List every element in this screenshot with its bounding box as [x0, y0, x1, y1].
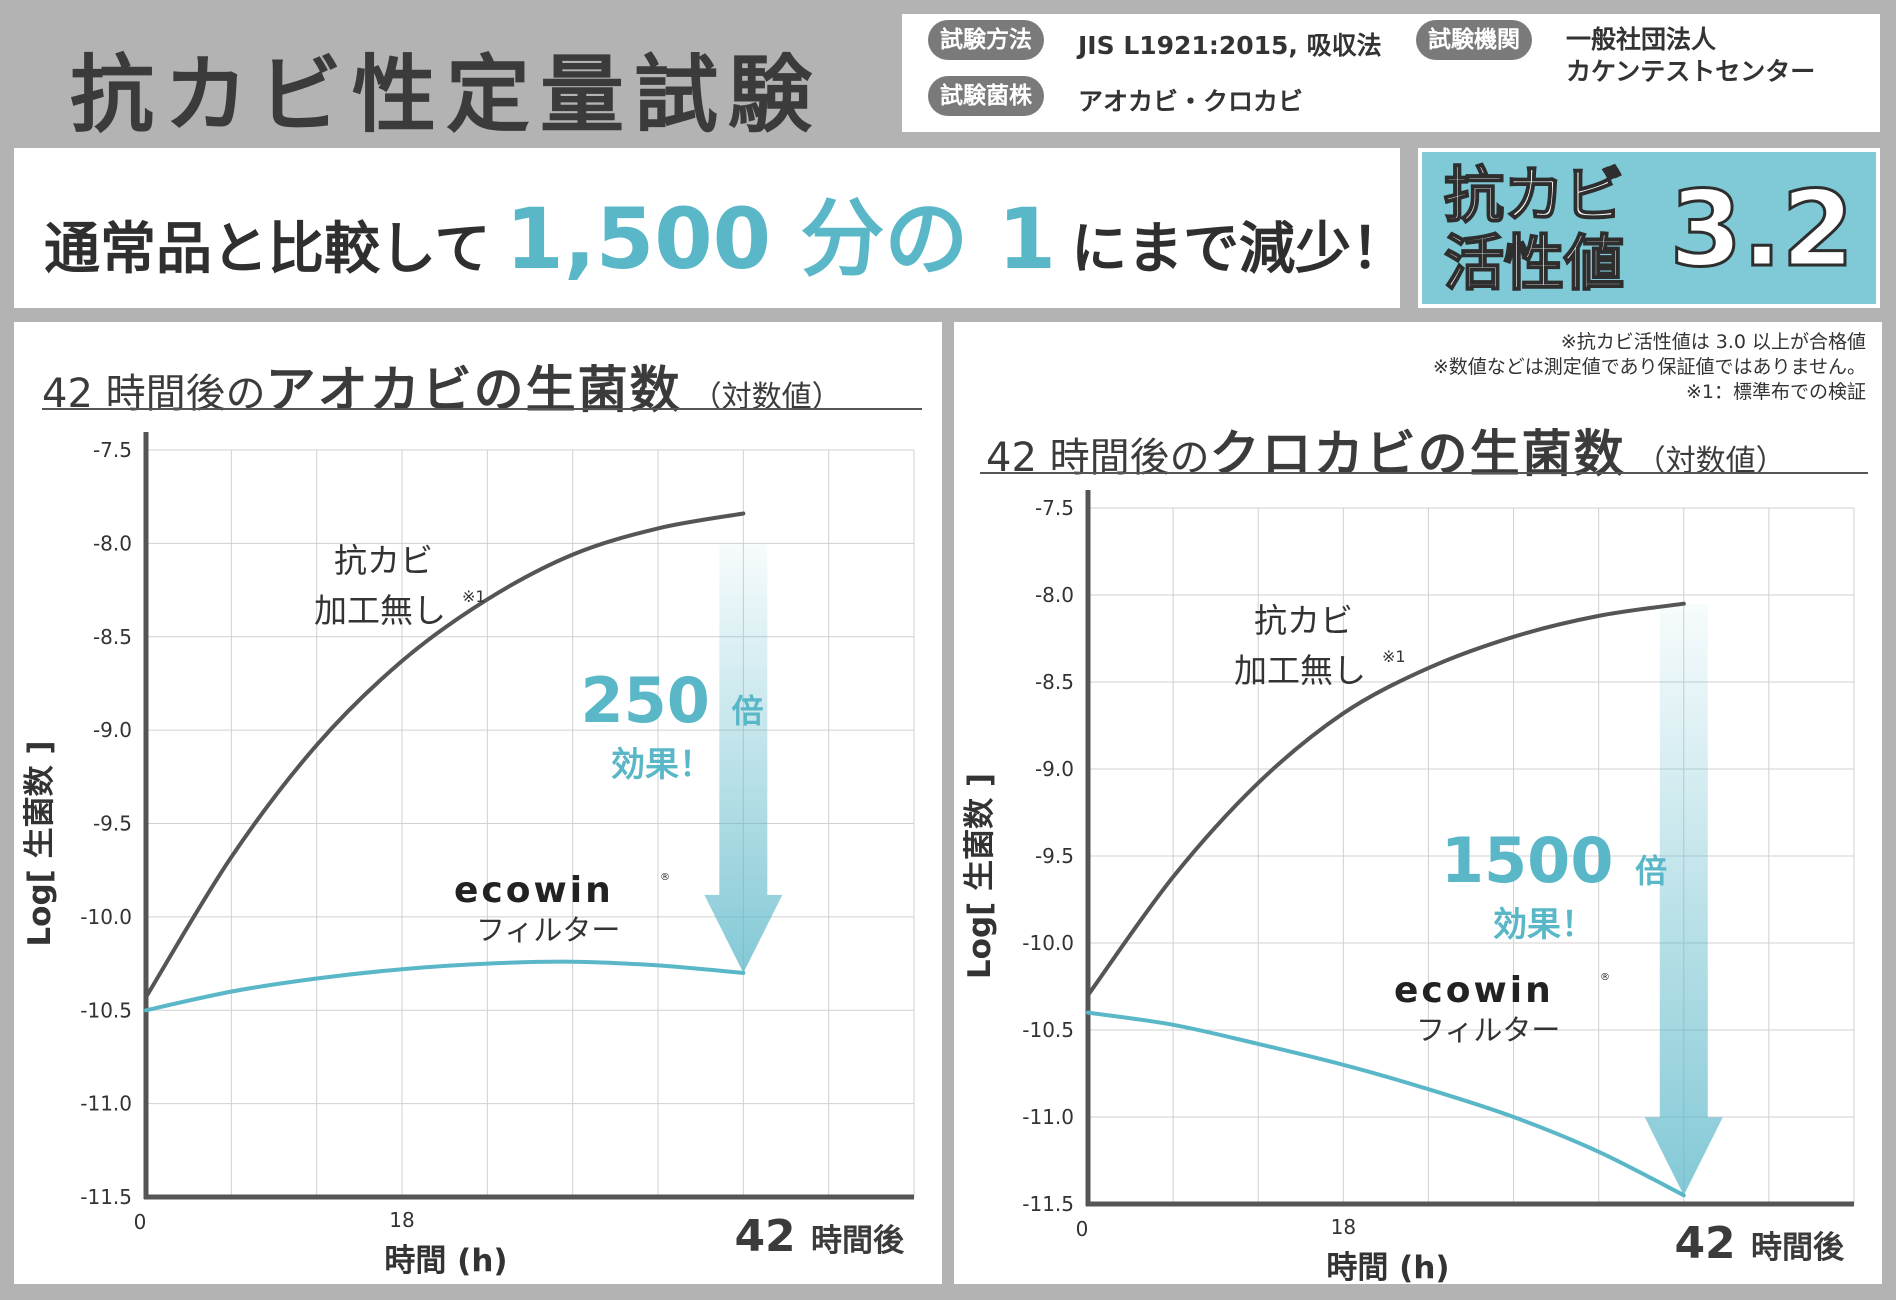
- untreated-series-line: [144, 511, 746, 1000]
- footnote: ※1：標準布での検証: [1685, 381, 1866, 403]
- banner-suffix: にまで減少！: [1071, 217, 1408, 282]
- y-tick-label: -10.0: [1022, 931, 1074, 955]
- x-end-label: 42 時間後: [1674, 1218, 1845, 1269]
- black-mold-chart-panel: ※抗カビ活性値は 3.0 以上が合格値 ※数値などは測定値であり保証値ではありま…: [954, 322, 1882, 1284]
- y-tick-label: -7.5: [1035, 496, 1074, 520]
- y-tick-label: -10.5: [80, 998, 132, 1022]
- footnote: ※数値などは測定値であり保証値ではありません。: [1432, 356, 1866, 378]
- effect-unit: 倍: [732, 692, 764, 730]
- untreated-label-note: ※1: [1382, 647, 1406, 666]
- untreated-label-line1: 抗カビ: [334, 541, 433, 580]
- x-end-label: 42 時間後: [734, 1211, 905, 1262]
- effect-unit: 倍: [1635, 852, 1667, 890]
- x-end-number: 42: [734, 1211, 811, 1262]
- x-end-unit: 時間後: [811, 1223, 905, 1259]
- x-end-number: 42: [1674, 1218, 1751, 1269]
- effect-text: 効果！: [611, 745, 713, 785]
- ecowin-brand-label: ecowin: [454, 870, 614, 911]
- x-tick-label: 18: [1331, 1215, 1356, 1239]
- banner-prefix: 通常品と比較して: [44, 217, 491, 282]
- untreated-label-note: ※1: [462, 587, 486, 606]
- org-value-line2: カケンテストセンター: [1566, 57, 1816, 86]
- page-title: 抗カビ性定量試験: [70, 46, 823, 144]
- test-info-box: 試験方法 JIS L1921:2015, 吸収法 試験機関 一般社団法人 カケン…: [902, 14, 1880, 132]
- y-tick-label: -11.5: [1022, 1192, 1074, 1216]
- y-tick-label: -7.5: [93, 438, 132, 462]
- effect-number: 250: [580, 664, 731, 737]
- title-underline: [980, 472, 1868, 474]
- y-tick-label: -8.0: [93, 531, 132, 555]
- y-axis-title: Log[ 生菌数 ]: [22, 740, 58, 946]
- ecowin-brand-label: ecowin: [1394, 970, 1554, 1011]
- effect-multiplier: 250 倍: [580, 664, 763, 737]
- reduction-arrow: [704, 544, 783, 973]
- y-tick-label: -11.0: [80, 1092, 132, 1116]
- registered-mark: ®: [660, 872, 670, 883]
- y-tick-label: -8.5: [1035, 670, 1074, 694]
- y-tick-label: -10.0: [80, 905, 132, 929]
- x-end-unit: 時間後: [1751, 1230, 1845, 1266]
- activity-value-label: 抗カビ 活性値: [1443, 161, 1625, 299]
- x-tick-label: 18: [389, 1208, 414, 1232]
- registered-mark: ®: [1600, 972, 1610, 983]
- result-banner: 通常品と比較して 1,500 分の 1 にまで減少！: [14, 148, 1407, 308]
- untreated-label-line1: 抗カビ: [1254, 601, 1353, 640]
- method-label-badge: 試験方法: [928, 20, 1044, 60]
- title-underline: [42, 408, 922, 410]
- effect-number: 1500: [1441, 824, 1635, 897]
- untreated-label-line2: 加工無し: [314, 591, 446, 630]
- strain-value: アオカビ・クロカビ: [1078, 87, 1304, 116]
- y-tick-label: -10.5: [1022, 1018, 1074, 1042]
- footnotes: ※抗カビ活性値は 3.0 以上が合格値 ※数値などは測定値であり保証値ではありま…: [1433, 330, 1866, 405]
- effect-text: 効果！: [1493, 905, 1595, 945]
- x-axis-title: 時間 (h): [1326, 1250, 1449, 1284]
- y-tick-label: -9.0: [93, 718, 132, 742]
- method-value: JIS L1921:2015, 吸収法: [1078, 31, 1382, 60]
- footnote: ※抗カビ活性値は 3.0 以上が合格値: [1560, 331, 1866, 353]
- org-value-line1: 一般社団法人: [1566, 25, 1717, 54]
- y-tick-label: -9.0: [1035, 757, 1074, 781]
- x-tick-label: 0: [1076, 1217, 1089, 1241]
- blue-mold-chart: -7.5 -8.0 -8.5 -9.0 -9.5 -10.0 -10.5 -11.0 -11.5…: [22, 432, 915, 1279]
- x-tick-label: 0: [134, 1210, 147, 1234]
- activity-value-box: 抗カビ 活性値 3.2: [1418, 148, 1880, 308]
- untreated-series-line: [1086, 601, 1686, 998]
- y-tick-label: -11.5: [80, 1185, 132, 1209]
- untreated-label-line2: 加工無し: [1234, 651, 1366, 690]
- y-tick-label: -9.5: [1035, 844, 1074, 868]
- y-tick-label: -8.0: [1035, 583, 1074, 607]
- filter-label: フィルター: [1416, 1013, 1560, 1047]
- strain-label-badge: 試験菌株: [928, 76, 1044, 116]
- reduction-arrow: [1644, 604, 1723, 1196]
- y-tick-label: -8.5: [93, 625, 132, 649]
- effect-multiplier: 1500 倍: [1441, 824, 1667, 897]
- black-mold-chart: -7.5 -8.0 -8.5 -9.0 -9.5 -10.0 -10.5 -11.0 -11.5…: [962, 490, 1855, 1284]
- y-tick-label: -9.5: [93, 812, 132, 836]
- x-axis-title: 時間 (h): [384, 1243, 507, 1279]
- activity-value-number: 3.2: [1668, 167, 1855, 292]
- banner-highlight: 1,500 分の 1: [505, 190, 1057, 288]
- blue-mold-chart-panel: 42 時間後のアオカビの生菌数 （対数値） -7.5 -8.0 -8.5 -9.0 -9.…: [14, 322, 942, 1284]
- y-tick-label: -11.0: [1022, 1105, 1074, 1129]
- filter-label: フィルター: [476, 913, 620, 947]
- ecowin-series-line: [144, 959, 746, 1013]
- org-label-badge: 試験機関: [1416, 20, 1532, 60]
- ecowin-series-line: [1086, 1010, 1686, 1198]
- y-axis-title: Log[ 生菌数 ]: [962, 773, 998, 979]
